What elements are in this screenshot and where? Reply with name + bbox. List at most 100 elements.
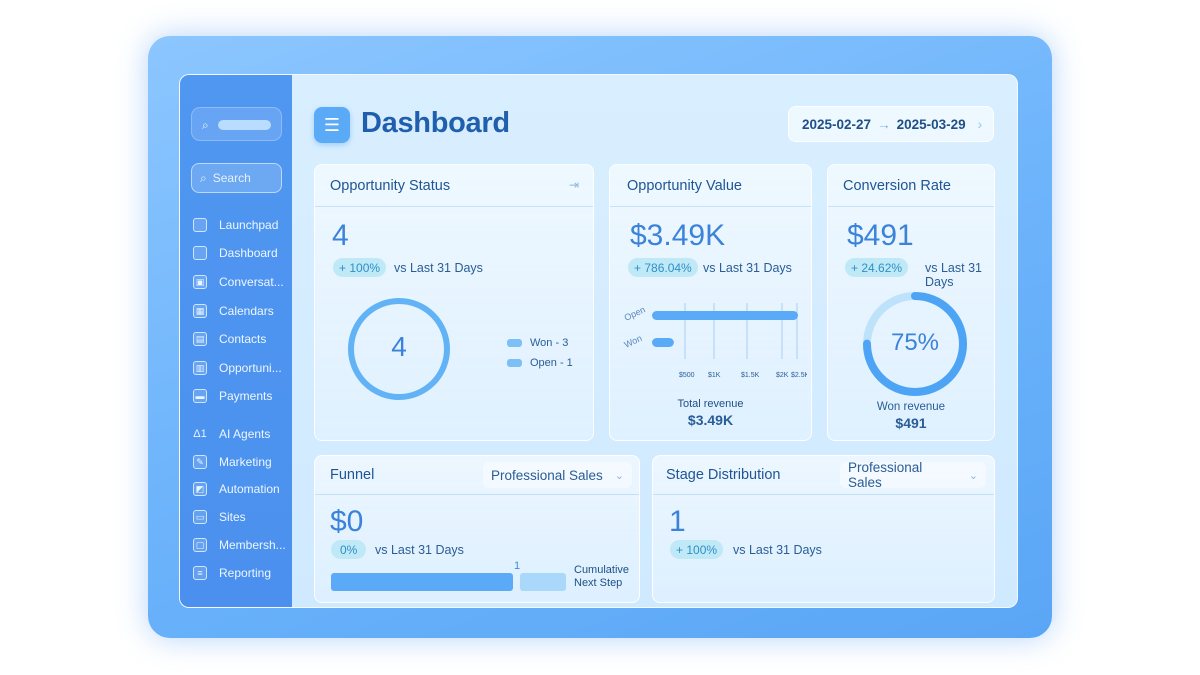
legend-swatch: [507, 359, 522, 367]
metric-value: 1: [669, 505, 686, 538]
sidebar-item-label: Launchpad: [219, 218, 279, 232]
card-title: Conversion Rate: [843, 178, 951, 194]
card-header: Opportunity Value: [610, 165, 811, 207]
sidebar-item-label: Calendars: [219, 304, 274, 318]
stage-distribution-card: Stage Distribution Professional Sales ⌄ …: [652, 455, 995, 603]
pencil-icon: ✎: [193, 455, 207, 469]
legend-label: Open - 1: [530, 357, 573, 369]
sidebar-item-opportuni[interactable]: ▥ Opportuni...: [193, 358, 289, 378]
change-badge: + 100%: [670, 540, 724, 559]
x-tick-label: $2K: [776, 372, 789, 379]
x-tick-label: $2.5K: [791, 372, 807, 379]
sidebar-item-dashboard[interactable]: Dashboard: [193, 243, 289, 263]
funnel-next-step-bar: [520, 573, 566, 591]
sidebar-item-membersh[interactable]: ▢ Membersh...: [193, 535, 289, 555]
sidebar: ⌕ ⌕ Search Launchpad Dashboard ▣ Conversat.…: [180, 75, 292, 607]
sidebar-item-ai-agents[interactable]: Δ1 AI Agents: [193, 424, 289, 444]
contacts-icon: ▤: [193, 332, 207, 346]
pipeline-select-value: Professional Sales: [491, 467, 603, 483]
sidebar-item-label: Sites: [219, 510, 246, 524]
pipeline-select[interactable]: Professional Sales ⌄: [840, 460, 986, 490]
date-end: 2025-03-29: [896, 116, 966, 132]
sidebar-item-label: Dashboard: [219, 246, 278, 260]
sites-icon: ▭: [193, 510, 207, 524]
sidebar-item-sites[interactable]: ▭ Sites: [193, 507, 289, 527]
conversion-donut: [863, 292, 967, 396]
card-header: Opportunity Status ⇥: [315, 165, 593, 207]
sidebar-item-calendars[interactable]: ▦ Calendars: [193, 301, 289, 321]
sidebar-item-payments[interactable]: ▬ Payments: [193, 386, 289, 406]
card-header: Funnel Professional Sales ⌄: [315, 456, 639, 495]
sidebar-item-label: Opportuni...: [219, 361, 282, 375]
sidebar-item-launchpad[interactable]: Launchpad: [193, 215, 289, 235]
legend-label: Won - 3: [530, 337, 569, 349]
chevron-down-icon: ⌄: [614, 469, 624, 482]
sidebar-item-conversat[interactable]: ▣ Conversat...: [193, 272, 289, 292]
comparison-label: vs Last 31 Days: [703, 261, 792, 275]
change-badge: 0%: [331, 540, 367, 559]
sidebar-item-contacts[interactable]: ▤ Contacts: [193, 329, 289, 349]
card-title: Opportunity Status: [330, 178, 451, 194]
sidebar-item-label: Payments: [219, 389, 273, 403]
bar-open: [652, 311, 798, 320]
cumulative-label: Cumulative Next Step: [574, 564, 629, 590]
opportunities-icon: ▥: [193, 361, 207, 375]
date-range-picker[interactable]: 2025-02-27 → 2025-03-29 ›: [788, 106, 994, 142]
category-label: Won: [623, 333, 644, 350]
sidebar-item-reporting[interactable]: ≡ Reporting: [193, 563, 289, 583]
app-window: ⌕ ⌕ Search Launchpad Dashboard ▣ Conversat.…: [179, 74, 1018, 608]
opportunity-status-card: Opportunity Status ⇥ 4 + 100% vs Last 31…: [314, 164, 594, 441]
x-tick-label: $500: [679, 372, 695, 379]
x-tick-label: $1K: [708, 372, 721, 379]
sidebar-item-label: Membersh...: [219, 538, 286, 552]
metric-value: 4: [332, 219, 349, 252]
search-placeholder: Search: [212, 171, 251, 185]
sidebar-account-switcher[interactable]: ⌕: [191, 107, 282, 141]
legend-item-won: Won - 3: [507, 337, 568, 349]
sidebar-item-automation[interactable]: ◩ Automation: [193, 479, 289, 499]
card-header: Conversion Rate: [828, 165, 994, 207]
comparison-label: vs Last 31 Days: [733, 543, 822, 557]
ai-agents-icon: Δ1: [193, 428, 207, 440]
change-badge: + 100%: [333, 258, 387, 277]
expand-icon[interactable]: ⇥: [568, 178, 579, 192]
donut-value: 75%: [890, 329, 940, 356]
total-revenue-value: $3.49K: [687, 412, 734, 428]
pipeline-select[interactable]: Professional Sales ⌄: [483, 462, 632, 488]
comparison-label: vs Last 31 Days: [394, 261, 483, 275]
chat-icon: ▣: [193, 275, 207, 289]
comparison-label: vs Last 31 Days: [375, 543, 464, 557]
chevron-down-icon: ⌄: [968, 469, 978, 482]
card-title: Opportunity Value: [627, 178, 742, 194]
funnel-bar: [331, 573, 513, 591]
metric-value: $3.49K: [630, 219, 726, 252]
sidebar-item-label: Conversat...: [219, 275, 284, 289]
sidebar-item-label: Contacts: [219, 332, 267, 346]
sidebar-item-label: Marketing: [219, 455, 272, 469]
menu-icon[interactable]: ☰: [314, 107, 350, 143]
category-label: Open: [623, 304, 647, 322]
card-title: Stage Distribution: [666, 467, 781, 483]
won-revenue-label: Won revenue: [876, 401, 946, 413]
sidebar-search[interactable]: ⌕ Search: [191, 163, 282, 193]
square-icon: [193, 218, 207, 232]
legend-item-open: Open - 1: [507, 357, 573, 369]
search-icon: ⌕: [202, 118, 209, 132]
metric-value: $491: [847, 219, 914, 252]
x-tick-label: $1.5K: [741, 372, 760, 379]
legend-swatch: [507, 339, 522, 347]
donut-value: 4: [391, 331, 407, 362]
bar-won: [652, 338, 674, 347]
automation-icon: ◩: [193, 482, 207, 496]
sidebar-item-label: AI Agents: [219, 427, 271, 441]
opportunity-value-bar-chart: $500 $1K $1.5K $2K$2.5K Open Won: [623, 303, 807, 379]
won-revenue-value: $491: [895, 415, 927, 431]
arrow-right-icon: →: [877, 116, 891, 132]
status-donut: [348, 298, 450, 400]
payments-icon: ▬: [193, 389, 207, 403]
comparison-label: vs Last 31 Days: [925, 261, 982, 289]
sidebar-item-label: Automation: [219, 482, 280, 496]
membership-icon: ▢: [193, 538, 207, 552]
sidebar-item-marketing[interactable]: ✎ Marketing: [193, 452, 289, 472]
card-title: Funnel: [330, 467, 375, 483]
